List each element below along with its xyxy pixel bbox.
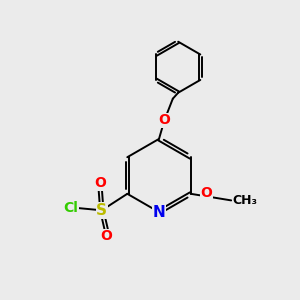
Text: N: N [153, 205, 165, 220]
Text: O: O [158, 113, 170, 127]
Text: O: O [200, 186, 212, 200]
Text: Cl: Cl [64, 201, 78, 215]
Text: O: O [94, 176, 106, 190]
Text: S: S [96, 203, 107, 218]
Text: CH₃: CH₃ [233, 194, 258, 207]
Text: O: O [100, 230, 112, 243]
